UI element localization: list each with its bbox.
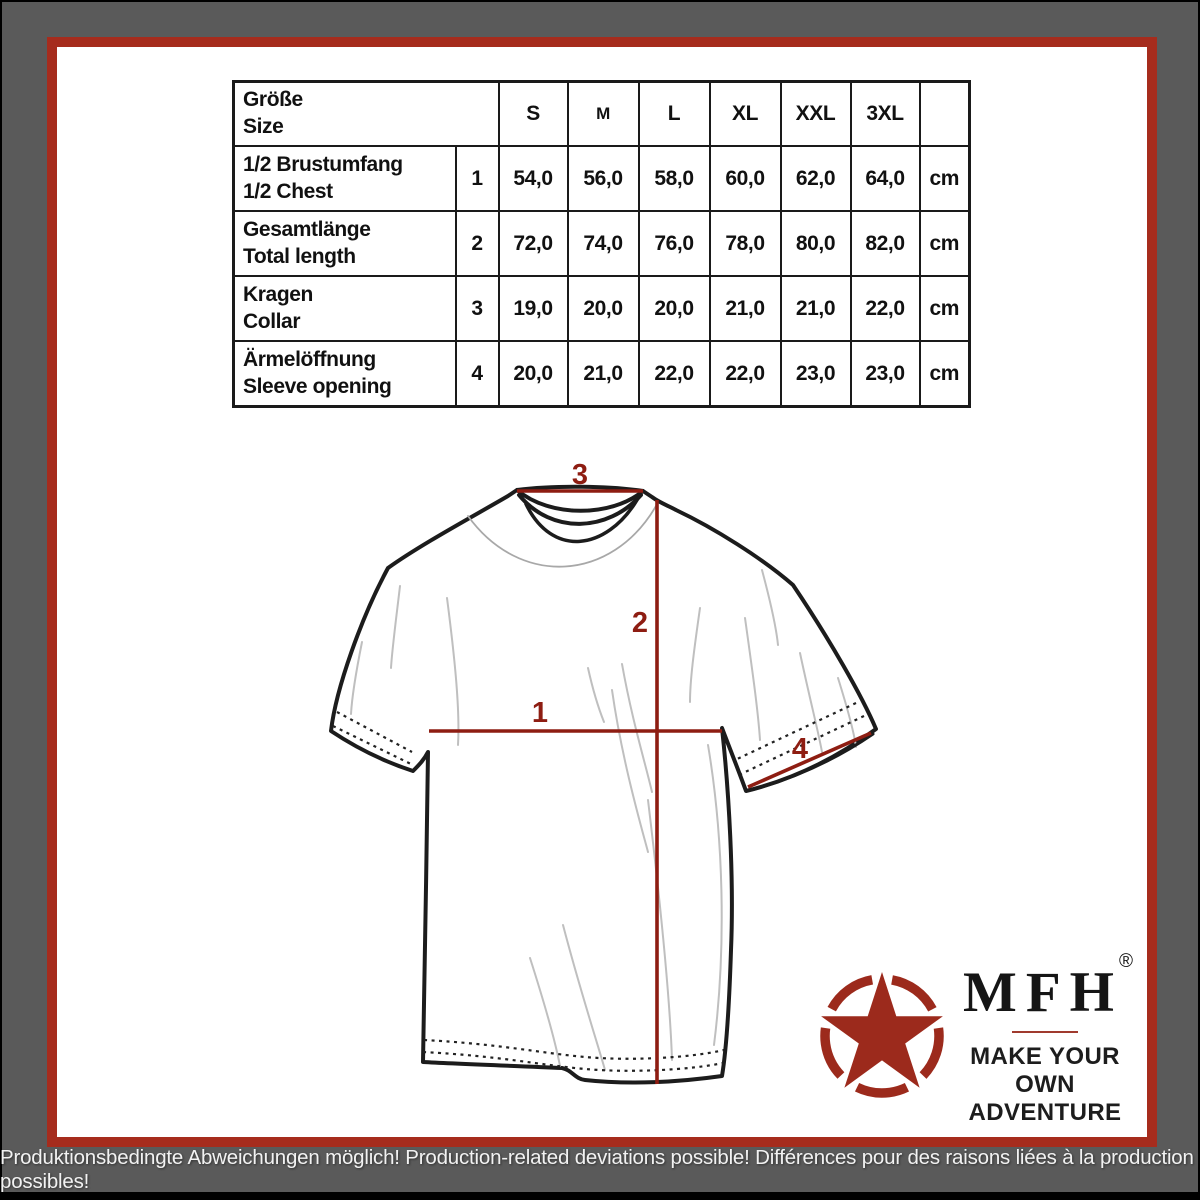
brand-block: MFH® MAKE YOUR OWN ADVENTURE bbox=[952, 951, 1138, 1127]
measurement-value-cell: 20,0 bbox=[497, 340, 569, 408]
measurement-label-cell: 1/2 Brustumfang 1/2 Chest bbox=[232, 145, 457, 212]
tagline-line2: ADVENTURE bbox=[968, 1099, 1122, 1126]
measurement-ref-cell: 4 bbox=[454, 340, 500, 408]
measurement-value-cell: 80,0 bbox=[779, 210, 852, 277]
measurement-ref-cell: 2 bbox=[454, 210, 500, 277]
measurement-value-cell: 76,0 bbox=[637, 210, 711, 277]
measurement-ref-cell: 1 bbox=[454, 145, 500, 212]
disclaimer-text: Produktionsbedingte Abweichungen möglich… bbox=[0, 1145, 1194, 1193]
measurement-value-cell: 22,0 bbox=[849, 275, 921, 342]
measurement-value-cell: 20,0 bbox=[566, 275, 640, 342]
size-table-row: Gesamtlänge Total length 2 72,0 74,0 76,0 78,0… bbox=[232, 210, 971, 277]
measurement-value-cell: 78,0 bbox=[708, 210, 782, 277]
unit-cell: cm bbox=[918, 275, 971, 342]
brand-divider bbox=[1012, 1031, 1078, 1033]
brand-name: MFH® bbox=[962, 951, 1138, 1024]
measurement-value-cell: 54,0 bbox=[497, 145, 569, 212]
measurement-value-cell: 21,0 bbox=[708, 275, 782, 342]
size-column-header: XL bbox=[708, 80, 782, 147]
unit-cell: cm bbox=[918, 145, 971, 212]
brand-name-text: MFH bbox=[963, 961, 1123, 1024]
measurement-value-cell: 72,0 bbox=[497, 210, 569, 277]
star-icon bbox=[820, 972, 944, 1098]
size-column-header: XXL bbox=[779, 80, 852, 147]
measurement-value-cell: 19,0 bbox=[497, 275, 569, 342]
registered-mark: ® bbox=[1118, 951, 1133, 972]
size-header-de: Größe bbox=[243, 88, 303, 112]
size-column-header: 3XL bbox=[849, 80, 921, 147]
measurement-value-cell: 62,0 bbox=[779, 145, 852, 212]
frame-edge-right bbox=[1198, 0, 1200, 1200]
measurement-value-cell: 23,0 bbox=[779, 340, 852, 408]
measurement-value-cell: 58,0 bbox=[637, 145, 711, 212]
size-table-row: Kragen Collar 3 19,0 20,0 20,0 21,0 21,0 22,0 cm bbox=[232, 275, 971, 342]
measurement-label-cell: Kragen Collar bbox=[232, 275, 457, 342]
measurement-value-cell: 22,0 bbox=[637, 340, 711, 408]
tagline-line1: MAKE YOUR OWN bbox=[970, 1043, 1120, 1098]
frame-edge-bottom bbox=[0, 1192, 1200, 1200]
measurement-value-cell: 20,0 bbox=[637, 275, 711, 342]
measurement-value-cell: 56,0 bbox=[566, 145, 640, 212]
measurement-label-cell: Gesamtlänge Total length bbox=[232, 210, 457, 277]
unit-column-header bbox=[918, 80, 971, 147]
star-shape bbox=[821, 972, 943, 1088]
size-header-en: Size bbox=[243, 115, 284, 138]
measurement-value-cell: 74,0 bbox=[566, 210, 640, 277]
unit-cell: cm bbox=[918, 210, 971, 277]
star-circle bbox=[820, 974, 944, 1098]
size-table-row: 1/2 Brustumfang 1/2 Chest 1 54,0 56,0 58,0 60,… bbox=[232, 145, 971, 212]
measurement-value-cell: 82,0 bbox=[849, 210, 921, 277]
size-table-row: Ärmelöffnung Sleeve opening 4 20,0 21,0 22,0 2… bbox=[232, 340, 971, 408]
measurement-value-cell: 21,0 bbox=[779, 275, 852, 342]
size-column-header: S bbox=[497, 80, 569, 147]
size-header-cell: Größe Size bbox=[232, 80, 500, 147]
measurement-value-cell: 23,0 bbox=[849, 340, 921, 408]
measurement-value-cell: 60,0 bbox=[708, 145, 782, 212]
size-table: Größe Size S M L XL XXL 3XL 1/2 Brustumfang 1/… bbox=[232, 80, 971, 408]
measurement-label-cell: Ärmelöffnung Sleeve opening bbox=[232, 340, 457, 408]
size-column-header: M bbox=[566, 80, 640, 147]
size-table-header-row: Größe Size S M L XL XXL 3XL bbox=[232, 80, 971, 147]
measurement-value-cell: 21,0 bbox=[566, 340, 640, 408]
measurement-value-cell: 64,0 bbox=[849, 145, 921, 212]
size-column-header: L bbox=[637, 80, 711, 147]
measurement-ref-cell: 3 bbox=[454, 275, 500, 342]
size-table-body: 1/2 Brustumfang 1/2 Chest 1 54,0 56,0 58,0 60,… bbox=[232, 145, 971, 408]
measurement-value-cell: 22,0 bbox=[708, 340, 782, 408]
frame-edge-top bbox=[0, 0, 1200, 2]
unit-cell: cm bbox=[918, 340, 971, 408]
frame-edge-left bbox=[0, 0, 2, 1200]
